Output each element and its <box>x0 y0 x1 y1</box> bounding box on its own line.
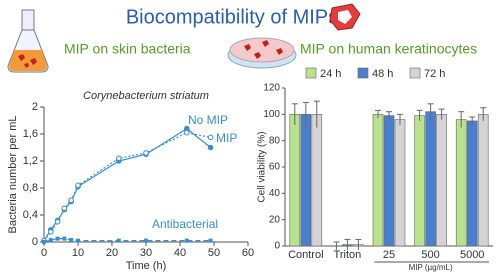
x-tick-label: 60 <box>242 247 254 259</box>
petri-dish-icon <box>227 37 297 69</box>
y-tick-label: 60 <box>269 162 281 173</box>
bar <box>311 114 323 247</box>
marker <box>144 238 148 243</box>
y-tick-label: 40 <box>269 188 281 199</box>
y-axis-label: Bacteria number per mL <box>7 116 19 234</box>
marker <box>76 238 80 243</box>
marker <box>69 237 74 242</box>
bar <box>425 111 436 247</box>
bar <box>394 119 406 247</box>
x-tick-label: Control <box>288 249 323 261</box>
legend-swatch <box>305 67 317 79</box>
x-tick-label: 40 <box>174 247 186 259</box>
y-tick-label: 0,4 <box>23 209 38 221</box>
y-tick-label: 0 <box>274 241 280 252</box>
line <box>43 132 211 242</box>
panel-heading: MIP on skin bacteria <box>64 41 191 57</box>
panel-heading: MIP on human keratinocytes <box>300 41 477 57</box>
y-tick-label: 20 <box>269 214 281 225</box>
y-tick-label: 0 <box>32 236 38 248</box>
x-tick-label: 10 <box>72 247 84 259</box>
legend-label: 48 h <box>372 68 393 80</box>
x-tick-label: 25 <box>383 249 395 261</box>
x-tick-label: 5000 <box>460 249 484 261</box>
line <box>43 238 211 243</box>
marker <box>75 182 81 189</box>
y-tick-label: 0,8 <box>23 182 38 194</box>
marker <box>68 197 74 203</box>
marker <box>42 240 46 244</box>
page-title: Biocompatibility of MIPs <box>126 6 338 28</box>
marker <box>116 238 121 243</box>
x-axis-label: Time (h) <box>126 260 167 272</box>
marker <box>48 237 53 242</box>
marker <box>208 238 213 243</box>
legend-swatch <box>409 67 421 79</box>
legend-swatch <box>357 67 369 79</box>
bar <box>289 114 301 247</box>
marker <box>61 205 68 212</box>
bar <box>436 114 447 247</box>
marker <box>48 229 54 235</box>
chart-title: Corynebacterium striatum <box>83 90 209 102</box>
y-tick-label: 2 <box>32 101 38 113</box>
marker <box>54 218 61 225</box>
bar <box>414 115 425 247</box>
marker <box>143 150 149 156</box>
x-tick-label: 20 <box>106 247 118 259</box>
bar <box>372 114 384 247</box>
x-tick-label: Triton <box>334 249 362 261</box>
marker <box>207 144 214 151</box>
marker <box>116 155 122 162</box>
line <box>43 127 211 241</box>
x-tick-label: 30 <box>140 247 152 259</box>
series-label: MIP <box>216 131 237 145</box>
marker <box>62 236 67 241</box>
flask-icon <box>7 9 49 73</box>
bar <box>477 114 489 247</box>
y-tick-label: 80 <box>269 135 281 146</box>
y-axis-label: Cell viability (%) <box>257 131 268 202</box>
y-tick-label: 1,6 <box>23 128 38 140</box>
bar <box>466 120 478 247</box>
marker <box>184 238 189 243</box>
bar <box>300 114 312 247</box>
y-tick-label: 1,2 <box>23 155 38 167</box>
legend-label: 72 h <box>424 68 445 80</box>
marker <box>184 129 190 136</box>
x-tick-label: 0 <box>41 247 47 259</box>
x-tick-label: 50 <box>208 247 220 259</box>
series-label: No MIP <box>188 113 228 127</box>
x-axis-label: MIP (µg/mL) <box>409 263 453 272</box>
marker <box>55 236 60 241</box>
y-tick-label: 100 <box>263 109 280 120</box>
y-tick-label: 120 <box>263 83 280 94</box>
mip-icon <box>329 3 361 31</box>
legend-label: 24 h <box>320 68 341 80</box>
marker <box>207 134 214 141</box>
bar <box>383 115 395 247</box>
x-tick-label: 500 <box>421 249 439 261</box>
series-label: Antibacterial <box>152 217 218 231</box>
bar <box>455 119 467 247</box>
